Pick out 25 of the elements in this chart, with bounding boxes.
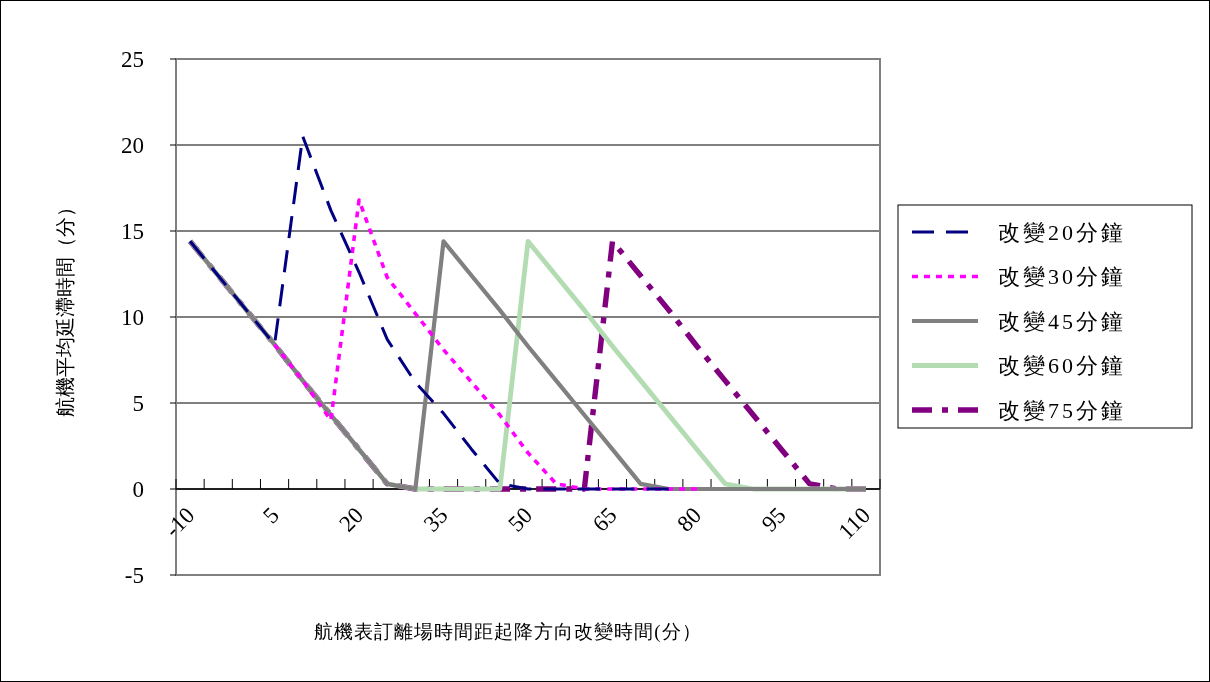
legend-label: 改變45分鐘 [998,308,1126,334]
x-tick-label: 5 [257,502,284,529]
legend-label: 改變60分鐘 [998,353,1126,379]
x-tick-label: 110 [833,502,876,545]
x-tick-label: 35 [418,502,453,537]
x-tick-label: 65 [587,502,622,537]
y-axis-title: 航機平均延滯時間（分） [54,197,76,417]
y-tick-label: 15 [121,219,144,245]
x-tick-label: 95 [756,502,791,537]
y-tick-label: 20 [121,133,144,159]
y-tick-label: -5 [124,563,144,589]
y-tick-label: 10 [121,305,144,331]
x-tick-label: 20 [334,502,369,537]
x-tick-label: 50 [503,502,538,537]
x-tick-label: -10 [159,502,200,542]
line-series [188,134,671,491]
legend-label: 改變20分鐘 [998,219,1126,245]
x-tick-label: 80 [672,502,707,537]
legend-label: 改變75分鐘 [998,397,1126,423]
line-series [272,198,699,491]
y-tick-label: 0 [132,477,144,503]
legend-label: 改變30分鐘 [998,264,1126,290]
y-tick-label: 5 [132,391,144,417]
x-axis-title: 航機表訂離場時間距起降方向改變時間(分） [314,621,702,643]
y-tick-label: 25 [121,47,144,73]
